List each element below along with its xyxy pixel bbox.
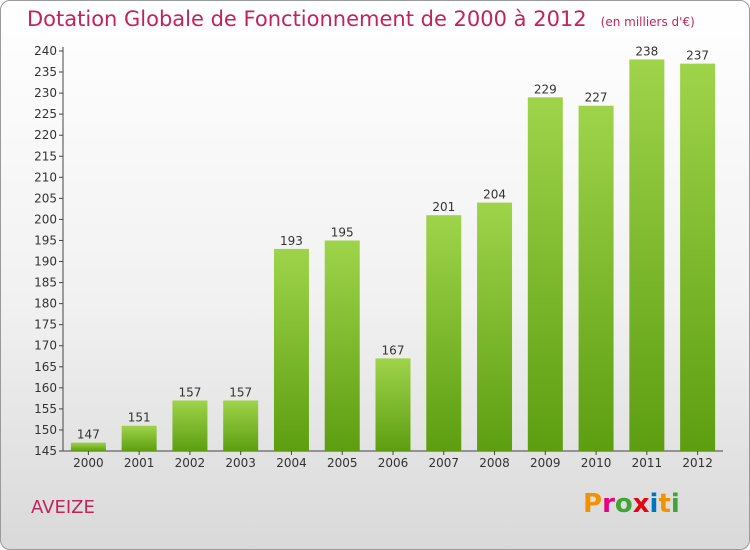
y-tick-label: 240 [34,44,57,58]
y-tick-label: 200 [34,212,57,226]
bar-2007 [426,215,462,451]
bar-value-label: 193 [280,234,303,248]
logo-letter: i [649,489,659,519]
x-tick-label: 2011 [632,456,663,470]
bar-2004 [273,248,309,451]
y-tick-label: 205 [34,191,57,205]
bar-value-label: 151 [128,411,151,425]
bar-2011 [629,59,665,451]
y-tick-label: 175 [34,318,57,332]
bar-2008 [477,202,513,451]
bar-value-label: 237 [686,49,709,63]
y-tick-label: 215 [34,149,57,163]
y-tick-label: 185 [34,276,57,290]
bar-value-label: 238 [635,44,658,58]
x-tick-label: 2008 [479,456,510,470]
y-tick-label: 225 [34,107,57,121]
y-tick-label: 150 [34,423,57,437]
x-tick-label: 2000 [73,456,104,470]
x-tick-label: 2012 [682,456,713,470]
y-tick-label: 210 [34,170,57,184]
chart-title: Dotation Globale de Fonctionnement de 20… [27,7,695,31]
bar-value-label: 157 [178,385,201,399]
y-tick-label: 170 [34,339,57,353]
y-tick-label: 190 [34,255,57,269]
y-tick-label: 235 [34,65,57,79]
x-tick-label: 2001 [124,456,155,470]
bar-2003 [223,400,259,451]
logo-letter: o [614,489,633,519]
bar-value-label: 227 [585,91,608,105]
bar-value-label: 167 [382,343,405,357]
chart-axes: 145 150 155 160 165 170 175 180 185 190 195 200 205 2… [34,44,723,470]
x-tick-label: 2009 [530,456,561,470]
bar-value-label: 157 [229,385,252,399]
x-tick-label: 2007 [428,456,459,470]
bar-value-label: 201 [432,200,455,214]
y-tick-label: 165 [34,360,57,374]
logo-letter: i [670,489,680,519]
x-tick-label: 2010 [581,456,612,470]
x-tick-label: 2005 [327,456,358,470]
bar-2005 [324,240,360,451]
bar-value-label: 147 [77,428,100,442]
y-tick-label: 195 [34,233,57,247]
bar-value-label: 195 [331,225,354,239]
x-tick-label: 2003 [225,456,256,470]
chart-bars: 147 151 157 157 193 195 167 201 204 229 227 238 237 [70,44,716,451]
bar-value-label: 204 [483,188,506,202]
bar-value-label: 229 [534,82,557,96]
logo-letter: P [583,489,603,519]
x-tick-label: 2006 [378,456,409,470]
bar-2009 [527,97,563,451]
y-tick-label: 145 [34,444,57,458]
y-tick-label: 220 [34,128,57,142]
logo-letter: x [632,489,650,519]
logo-letter: r [602,489,615,519]
logo-letter: t [658,489,671,519]
proxiti-logo: Proxiti [583,489,680,519]
bar-2012 [680,63,716,451]
y-tick-label: 180 [34,297,57,311]
y-tick-label: 160 [34,381,57,395]
chart-title-text: Dotation Globale de Fonctionnement de 20… [27,7,587,31]
bar-2001 [121,425,157,451]
y-tick-label: 155 [34,402,57,416]
bar-2006 [375,358,411,451]
town-name: AVEIZE [31,497,95,518]
x-tick-label: 2004 [276,456,307,470]
bar-2002 [172,400,208,451]
y-tick-label: 230 [34,86,57,100]
x-tick-label: 2002 [175,456,206,470]
chart-subtitle: (en milliers d'€) [600,15,695,29]
bar-2010 [578,105,614,451]
bar-2000 [70,442,106,451]
